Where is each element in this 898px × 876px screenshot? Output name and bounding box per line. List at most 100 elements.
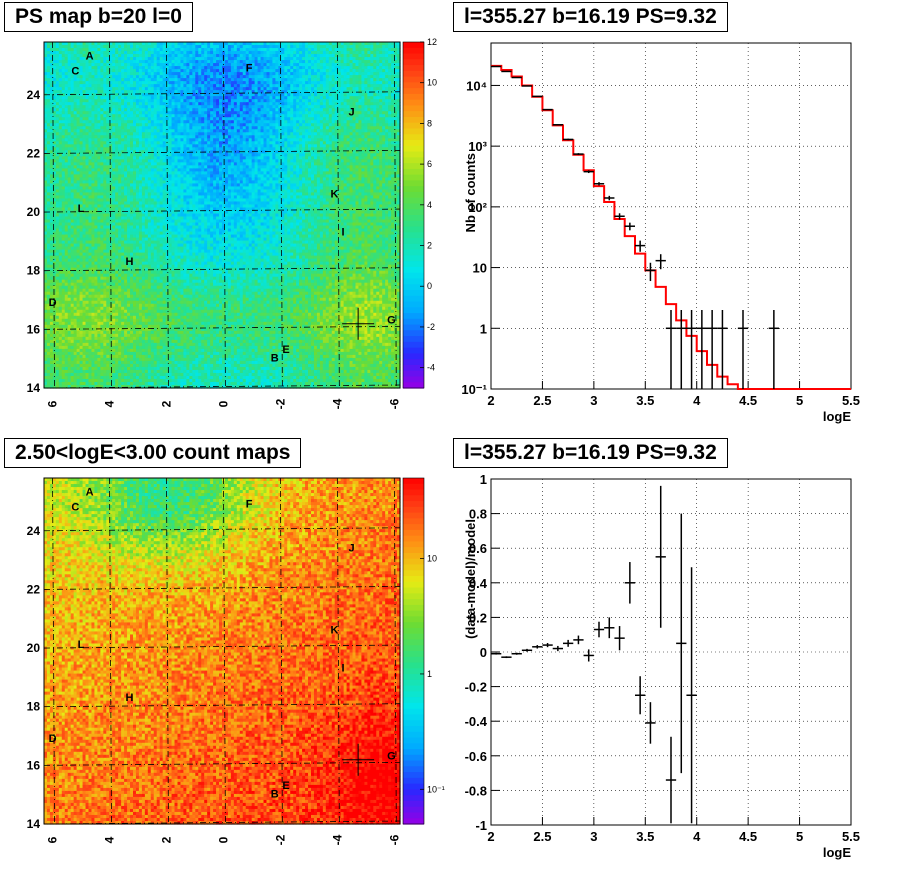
heatmap-cell [103,243,107,248]
heatmap-cell [121,246,125,251]
heatmap-cell [55,156,60,160]
heatmap-cell [144,210,149,215]
heatmap-cell [130,339,134,344]
heatmap-cell [49,126,54,130]
heatmap-cell [130,144,134,148]
heatmap-cell [121,210,125,215]
heatmap-cell [70,90,75,94]
heatmap-cell [112,144,116,148]
heatmap-cell [121,234,125,239]
heatmap-cell [121,156,125,160]
heatmap-cell [112,327,116,332]
heatmap-cell [70,84,75,88]
heatmap-cell [46,129,51,133]
heatmap-cell [94,93,98,97]
heatmap-cell [121,117,125,121]
heatmap-cell [135,369,140,374]
heatmap-cell [97,360,101,365]
heatmap-cell [88,312,93,317]
heatmap-cell [106,264,110,269]
heatmap-cell [124,138,128,142]
heatmap-cell [46,363,51,368]
heatmap-cell [135,237,140,242]
heatmap-cell [49,294,54,299]
heatmap-cell [109,123,113,127]
heatmap-cell [100,141,104,145]
heatmap-cell [150,135,155,139]
heatmap-cell [103,153,107,157]
heatmap-cell [150,126,155,130]
heatmap-cell [127,318,131,323]
heatmap-cell [82,108,87,112]
heatmap-cell [49,384,54,389]
heatmap-cell [85,153,90,157]
heatmap-cell [150,96,155,100]
heatmap-cell [171,135,176,139]
heatmap-cell [162,270,167,275]
heatmap-cell [159,66,164,70]
heatmap-cell [138,96,143,100]
heatmap-cell [103,303,107,308]
heatmap-cell [156,90,161,94]
heatmap-cell [85,165,90,169]
heatmap-cell [130,81,134,85]
heatmap-cell [94,66,98,70]
heatmap-cell [121,141,125,145]
heatmap-cell [124,177,128,181]
heatmap-cell [67,93,72,97]
heatmap-cell [58,213,63,218]
heatmap-cell [127,324,131,329]
heatmap-cell [133,363,137,368]
heatmap-cell [124,60,128,64]
heatmap-cell [115,198,119,203]
heatmap-cell [133,333,137,338]
heatmap-cell [61,285,66,290]
heatmap-cell [115,129,119,133]
heatmap-cell [64,141,69,145]
heatmap-cell [127,84,131,88]
heatmap-cell [46,357,51,362]
heatmap-cell [61,234,66,239]
heatmap-cell [61,105,66,109]
heatmap-cell [49,138,54,142]
heatmap-cell [52,249,57,254]
heatmap-cell [130,153,134,157]
heatmap-cell [94,42,98,46]
heatmap-cell [103,75,107,79]
heatmap-cell [138,153,143,157]
heatmap-cell [70,156,75,160]
heatmap-cell [52,57,57,61]
heatmap-cell [61,132,66,136]
heatmap-cell [58,369,63,374]
heatmap-cell [135,111,140,115]
heatmap-cell [94,45,98,49]
heatmap-cell [165,207,170,212]
heatmap-cell [94,138,98,142]
heatmap-cell [141,324,146,329]
heatmap-cell [162,261,167,266]
heatmap-cell [141,351,146,356]
heatmap-cell [147,348,152,353]
heatmap-cell [135,198,140,203]
heatmap-cell [138,156,143,160]
heatmap-cell [168,282,173,287]
heatmap-cell [133,93,137,97]
heatmap-cell [124,234,128,239]
heatmap-cell [147,300,152,305]
heatmap-cell [91,45,96,49]
heatmap-cell [133,153,137,157]
heatmap-cell [141,186,146,191]
heatmap-cell [106,228,110,233]
heatmap-cell [121,159,125,163]
heatmap-cell [94,159,98,163]
heatmap-cell [162,126,167,130]
heatmap-cell [55,321,60,326]
heatmap-cell [153,267,158,272]
heatmap-cell [70,123,75,127]
heatmap-cell [150,108,155,112]
heatmap-cell [168,153,173,157]
heatmap-cell [109,144,113,148]
heatmap-cell [153,252,158,257]
heatmap-cell [85,285,90,290]
heatmap-cell [162,354,167,359]
